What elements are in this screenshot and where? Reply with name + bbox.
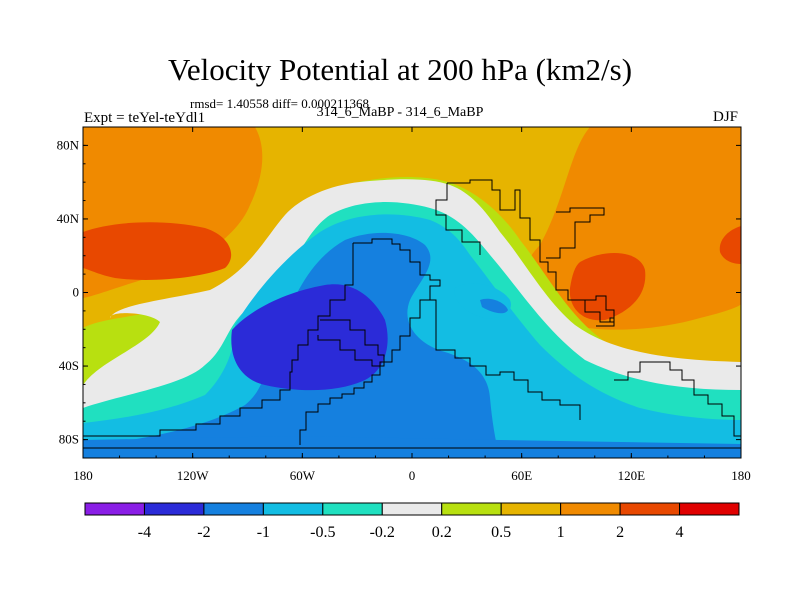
colorbar-label-5: 0.2 — [432, 524, 452, 541]
colorbar-swatch-1 — [143, 502, 205, 516]
colorbar-swatch-6 — [441, 502, 502, 516]
x-tick-label-4: 60E — [511, 468, 532, 483]
comparison-label: 314_6_MaBP - 314_6_MaBP — [316, 105, 484, 120]
x-tick-label-6: 180 — [731, 468, 751, 483]
contour-band-2-4-west — [83, 222, 232, 280]
coastline-andes-inner — [317, 319, 385, 367]
y-tick-label-1: 40N — [57, 211, 80, 226]
coastline-west-south-america — [83, 243, 354, 437]
colorbar-label-6: 0.5 — [491, 524, 511, 541]
colorbar-swatch-10 — [679, 502, 740, 516]
x-tick-label-0: 180 — [73, 468, 93, 483]
contour-band-2-4-east-edge — [719, 226, 741, 264]
colorbar-swatch-0 — [84, 502, 145, 516]
coastline-europe — [435, 183, 481, 255]
colorbar-swatch-9 — [619, 502, 681, 516]
contour-band-neg2-neg1-pocket — [480, 298, 508, 314]
coastline-africa-south — [430, 299, 581, 420]
coastline-south-america — [299, 238, 441, 445]
y-tick-label-4: 80S — [59, 432, 79, 447]
chart-title: Velocity Potential at 200 hPa (km2/s) — [167, 52, 633, 87]
contour-map — [83, 127, 741, 458]
x-axis: 180 120W 60W 0 60E 120E 180 — [73, 127, 751, 483]
colorbar-swatch-3 — [262, 502, 324, 516]
colorbar-swatch-7 — [500, 502, 562, 516]
x-tick-label-3: 0 — [409, 468, 416, 483]
contour-band-south-strip — [83, 436, 741, 458]
contour-band-neg4-neg2 — [231, 284, 388, 391]
colorbar: -4 -2 -1 -0.5 -0.2 0.2 0.5 1 2 4 — [84, 502, 740, 541]
colorbar-swatch-5 — [381, 502, 443, 516]
colorbar-swatch-8 — [560, 502, 621, 516]
colorbar-swatch-2 — [203, 502, 264, 516]
y-axis: 80N 40N 0 40S 80S — [57, 126, 741, 459]
colorbar-label-1: -2 — [197, 524, 210, 541]
colorbar-label-8: 2 — [616, 524, 624, 541]
coastline-eurasia — [546, 207, 605, 259]
coastline-indonesia — [580, 295, 615, 323]
x-tick-label-1: 120W — [177, 468, 210, 483]
colorbar-label-2: -1 — [257, 524, 270, 541]
chart-subtitle: rmsd= 1.40558 diff= 0.000211368 — [190, 96, 369, 111]
y-tick-label-3: 40S — [59, 358, 79, 373]
colorbar-label-9: 4 — [676, 524, 684, 541]
season-label: DJF — [712, 109, 738, 125]
colorbar-label-7: 1 — [557, 524, 565, 541]
x-tick-label-2: 60W — [290, 468, 316, 483]
y-tick-label-2: 0 — [73, 285, 80, 300]
x-tick-label-5: 120E — [618, 468, 646, 483]
colorbar-label-4: -0.2 — [370, 524, 395, 541]
coastlines — [83, 179, 741, 449]
contour-band-2-4-east — [569, 252, 646, 321]
y-tick-label-0: 80N — [57, 137, 80, 152]
colorbar-label-0: -4 — [138, 524, 151, 541]
colorbar-label-3: -0.5 — [310, 524, 335, 541]
colorbar-swatch-4 — [322, 502, 383, 516]
coastline-australia — [614, 361, 741, 437]
experiment-label: Expt = teYel-teYdl1 — [84, 110, 206, 126]
